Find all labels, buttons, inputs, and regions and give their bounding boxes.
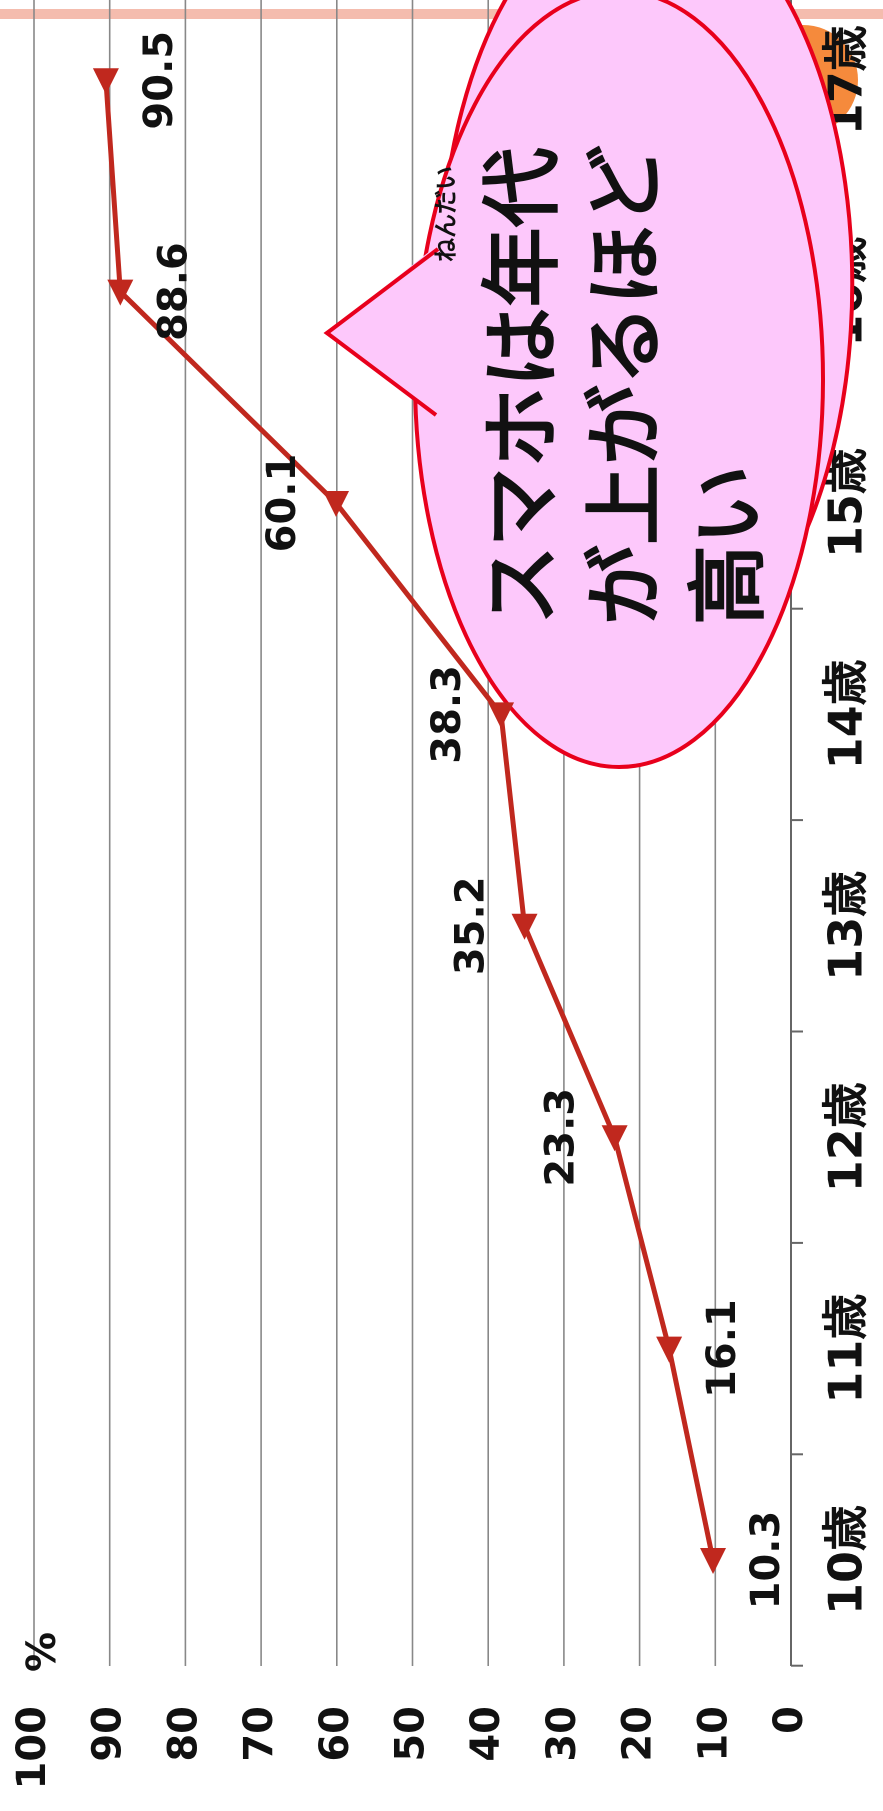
data-label: 23.3: [538, 1088, 584, 1187]
callout-ruby: ねんだい: [432, 166, 460, 262]
x-tick-label: 14歳: [819, 659, 873, 769]
data-label: 88.6: [150, 242, 196, 341]
marker: [601, 1125, 628, 1152]
y-tick-label: 50: [388, 1706, 434, 1762]
data-label: 90.5: [136, 31, 182, 130]
marker: [92, 68, 119, 95]
y-tick-label: 40: [463, 1706, 509, 1762]
y-tick-label: 60: [312, 1706, 358, 1762]
x-tick-label: 12歳: [819, 1082, 873, 1192]
data-label: 10.3: [743, 1511, 789, 1610]
y-tick-label: 70: [236, 1706, 282, 1762]
marker: [656, 1336, 683, 1363]
y-tick-label: 90: [85, 1706, 131, 1762]
marker: [107, 279, 134, 306]
y-tick-label: 0: [766, 1706, 812, 1734]
marker: [488, 702, 515, 729]
series-line: [103, 80, 716, 1561]
y-tick-label: 80: [160, 1706, 206, 1762]
marker: [323, 491, 350, 517]
callout-text: が上がるほど: [579, 145, 672, 625]
marker: [700, 1548, 727, 1574]
x-tick-label: 13歳: [819, 871, 873, 981]
y-tick-label: 30: [539, 1706, 585, 1762]
callout-text: スマホは年代: [476, 147, 569, 625]
callout-tail: [327, 251, 430, 411]
y-tick-label: 100: [9, 1706, 55, 1790]
y-tick-label: 20: [615, 1706, 661, 1762]
callout-tail-edge: [323, 247, 440, 417]
x-tick-label: 11歳: [819, 1294, 873, 1404]
data-label: 38.3: [424, 665, 470, 764]
y-unit: %: [19, 1632, 65, 1672]
y-tick-label: 10: [690, 1706, 736, 1762]
data-label: 60.1: [259, 454, 305, 553]
marker: [511, 913, 538, 940]
data-label: 35.2: [448, 876, 494, 975]
x-tick-label: 10歳: [819, 1505, 873, 1615]
callout-text: 高い: [682, 465, 775, 625]
data-label: 16.1: [699, 1299, 745, 1398]
